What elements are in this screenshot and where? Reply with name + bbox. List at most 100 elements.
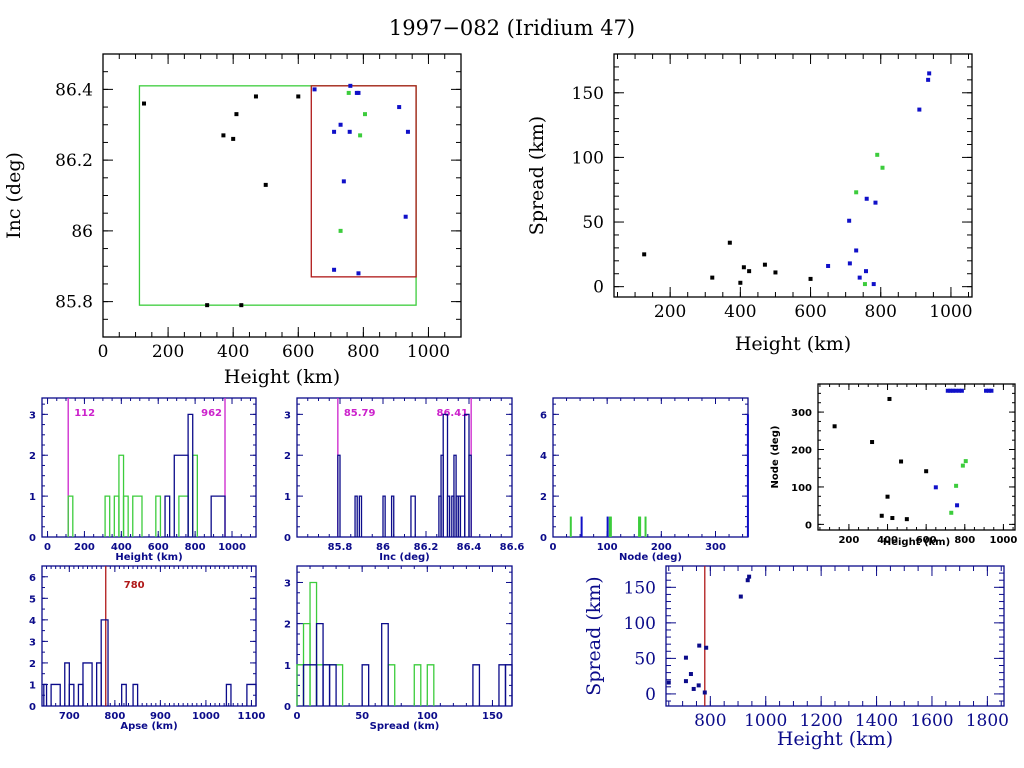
data-point — [953, 388, 958, 393]
x-tick-label: 200 — [152, 342, 184, 362]
data-point — [405, 129, 410, 134]
y-tick-label: 0 — [805, 520, 812, 531]
data-point — [239, 303, 244, 308]
y-tick-label: 6 — [29, 573, 36, 584]
marker-label: 85.79 — [344, 408, 376, 419]
y-tick-label: 86 — [71, 222, 93, 242]
x-tick-label: 200 — [651, 542, 672, 553]
chart-spread-histogram: 0 50 100 150 0 1 2 3 Spread (km) — [284, 565, 513, 732]
data-point — [142, 101, 147, 106]
histogram-bar — [67, 495, 74, 537]
chart-node-histogram: 0 100 200 300 0 2 4 6 Node (deg) — [540, 397, 749, 563]
data-point — [989, 388, 994, 393]
data-point — [854, 248, 859, 253]
data-point — [862, 282, 867, 287]
data-point — [890, 516, 895, 521]
y-tick-label: 50 — [634, 649, 656, 669]
histogram-bar — [354, 495, 358, 537]
data-point — [346, 90, 351, 95]
y-axis-label: Node (deg) — [770, 426, 781, 489]
y-tick-label: 3 — [29, 637, 36, 648]
histogram-bar — [609, 516, 612, 537]
y-tick-label: 1 — [29, 492, 36, 503]
histogram-bar — [187, 413, 194, 537]
histogram-bar — [309, 581, 318, 706]
histogram-bar — [164, 495, 171, 537]
data-point — [341, 179, 346, 184]
y-tick-label: 2 — [29, 659, 36, 670]
data-point — [904, 517, 909, 522]
data-point — [959, 388, 964, 393]
data-point — [762, 262, 767, 267]
y-tick-label: 2 — [284, 620, 291, 631]
data-point — [847, 261, 852, 266]
y-tick-label: 200 — [791, 446, 812, 457]
x-axis-label: Height (km) — [735, 333, 851, 355]
data-point — [960, 463, 965, 468]
red-box — [310, 85, 417, 278]
data-point — [747, 269, 752, 274]
data-point — [875, 152, 880, 157]
plot-frame — [41, 565, 257, 707]
data-point — [727, 240, 732, 245]
y-tick-label: 0 — [284, 533, 291, 544]
data-point — [332, 129, 337, 134]
data-point — [745, 578, 750, 583]
y-tick-label: 86.4 — [55, 80, 93, 100]
y-tick-label: 0 — [29, 702, 36, 713]
x-tick-label: 85.8 — [328, 542, 353, 553]
y-tick-label: 0 — [29, 533, 36, 544]
x-tick-label: 1000 — [929, 302, 972, 322]
data-point — [338, 228, 343, 233]
x-tick-label: 800 — [104, 711, 125, 722]
histogram-bar — [746, 414, 749, 537]
histogram-bar — [498, 664, 507, 706]
data-point — [871, 282, 876, 287]
x-tick-label: 100 — [597, 542, 618, 553]
histogram-bar — [246, 683, 257, 706]
x-tick-label: 150 — [482, 711, 503, 722]
chart-spread-vs-height: 200 400 600 800 1000 0 50 100 150 Height (km) Spre… — [526, 53, 973, 355]
data-point — [704, 645, 709, 650]
x-tick-label: 800 — [694, 711, 726, 731]
plot-frame — [296, 565, 513, 707]
data-point — [986, 388, 991, 393]
histogram-bar — [442, 413, 449, 537]
x-tick-label: 86 — [376, 542, 390, 553]
data-point — [702, 690, 707, 695]
data-point — [956, 388, 961, 393]
histogram-bar — [77, 683, 84, 706]
histogram-bar — [100, 619, 109, 706]
data-point — [234, 112, 239, 117]
data-point — [738, 280, 743, 285]
plot-frame — [817, 383, 1016, 531]
x-tick-label: 600 — [282, 342, 314, 362]
x-tick-label: 200 — [74, 542, 95, 553]
data-point — [885, 494, 890, 499]
x-tick-label: 600 — [794, 302, 826, 322]
data-point — [253, 94, 258, 99]
data-point — [683, 679, 688, 684]
x-axis-label: Height (km) — [777, 728, 893, 750]
y-axis-label: Inc (deg) — [3, 152, 25, 239]
data-point — [231, 136, 236, 141]
data-point — [738, 594, 743, 599]
y-tick-label: 6 — [540, 410, 547, 421]
data-point — [747, 574, 752, 579]
histogram-bar — [122, 495, 129, 537]
y-tick-label: 0 — [645, 685, 656, 705]
x-tick-label: 50 — [355, 711, 369, 722]
histogram-bar — [410, 495, 416, 537]
data-point — [773, 270, 778, 275]
histogram-bar — [638, 516, 641, 537]
data-point — [879, 513, 884, 518]
x-tick-label: 400 — [877, 535, 898, 546]
y-tick-label: 300 — [791, 408, 812, 419]
data-point — [338, 122, 343, 127]
x-tick-label: 1400 — [855, 711, 898, 731]
plot-frame — [552, 397, 749, 538]
data-point — [847, 218, 852, 223]
y-tick-label: 4 — [29, 616, 36, 627]
chart-inc-histogram: 85.8 86 86.2 86.4 86.6 0 1 2 3 Inc (deg) 85.79 86.4… — [284, 397, 524, 563]
